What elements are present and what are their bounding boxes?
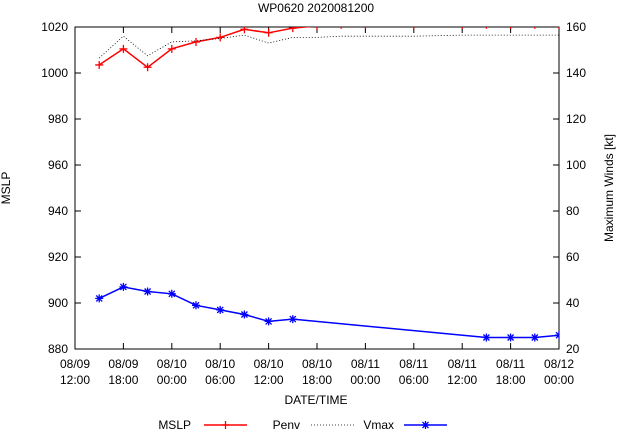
data-point — [482, 333, 491, 342]
series-line — [98, 27, 314, 69]
data-point — [555, 331, 559, 340]
y-right-tick-label: 40 — [566, 296, 580, 310]
data-point — [316, 27, 318, 30]
data-point — [288, 315, 297, 324]
y-right-tick-label: 120 — [566, 112, 586, 126]
y-axis-label-left: MSLP — [0, 172, 13, 205]
series-vmax — [95, 282, 559, 342]
data-point — [192, 301, 200, 310]
y-right-tick-label: 140 — [566, 66, 586, 80]
data-point — [509, 27, 512, 29]
x-tick-label: 06:00 — [205, 373, 235, 387]
x-tick-label: 08/09 — [60, 357, 90, 371]
data-point — [485, 27, 488, 29]
y-left-tick-label: 960 — [48, 158, 68, 172]
y-left-tick-label: 880 — [48, 342, 68, 356]
plot-frame — [74, 26, 560, 350]
y-right-tick-label: 80 — [566, 204, 580, 218]
series-penv — [95, 27, 559, 72]
x-tick-label: 00:00 — [157, 373, 187, 387]
y-right-tick-label: 160 — [566, 20, 586, 34]
data-point — [119, 44, 128, 53]
y-left-tick-label: 940 — [48, 204, 68, 218]
x-tick-label: 08/10 — [205, 357, 235, 371]
x-tick-label: 08/10 — [254, 357, 284, 371]
data-point — [95, 60, 104, 69]
legend-label: Vmax — [363, 418, 394, 432]
x-tick-label: 08/11 — [399, 357, 428, 371]
x-tick-label: 08/11 — [496, 357, 525, 371]
x-tick-labels: 08/09 12:00 08/09 18:00 08/10 00:00 08/10 06:00… — [60, 357, 574, 387]
data-point — [95, 294, 104, 303]
y-left-tick-label: 980 — [48, 112, 68, 126]
data-point — [506, 333, 515, 342]
data-point — [216, 33, 225, 42]
legend-marker — [221, 421, 230, 429]
x-tick-label: 18:00 — [302, 373, 332, 387]
x-tick-label: 00:00 — [350, 373, 380, 387]
chart-title: WP0620 2020081200 — [258, 1, 374, 15]
data-point — [264, 28, 273, 37]
data-point — [288, 27, 297, 33]
legend-label: MSLP — [158, 418, 191, 432]
series-layer — [95, 27, 559, 342]
data-point — [119, 282, 128, 291]
x-tick-label: 18:00 — [108, 373, 138, 387]
x-tick-label: 18:00 — [496, 373, 526, 387]
data-point — [364, 27, 367, 29]
data-point — [240, 27, 249, 34]
x-tick-label: 08/12 — [544, 357, 574, 371]
data-point — [530, 333, 539, 342]
x-tick-label: 12:00 — [60, 373, 90, 387]
data-point — [240, 310, 249, 319]
y-right-tick-label: 60 — [566, 250, 580, 264]
data-point — [340, 27, 342, 29]
x-axis-label: DATE/TIME — [284, 393, 347, 407]
series-dotted — [98, 34, 559, 59]
y-left-tick-label: 1020 — [41, 20, 68, 34]
data-point — [167, 289, 176, 298]
y-right-tick-label: 100 — [566, 158, 586, 172]
y-right-tick-label: 20 — [566, 342, 580, 356]
x-tick-label: 08/11 — [351, 357, 380, 371]
legend: MSLP Penv Vmax — [158, 418, 447, 432]
y-left-tick-labels: 880 900 920 940 960 980 1000 1020 — [41, 20, 68, 356]
x-tick-label: 00:00 — [544, 373, 574, 387]
axis-ticks — [74, 26, 560, 350]
x-tick-label: 06:00 — [399, 373, 429, 387]
series-line — [98, 34, 559, 59]
legend-marker — [421, 421, 430, 429]
data-point — [192, 37, 200, 46]
x-tick-label: 12:00 — [254, 373, 284, 387]
y-axis-label-right: Maximum Winds [kt] — [602, 134, 616, 242]
data-point — [461, 27, 463, 29]
x-tick-label: 08/10 — [157, 357, 187, 371]
data-point — [143, 287, 152, 296]
data-point — [264, 317, 273, 326]
legend-label: Penv — [273, 418, 300, 432]
data-point — [143, 63, 152, 72]
data-point — [534, 27, 536, 29]
data-point — [413, 27, 415, 29]
data-point — [216, 305, 225, 314]
data-point — [167, 44, 176, 53]
x-tick-label: 12:00 — [447, 373, 477, 387]
series-line — [98, 286, 559, 339]
y-left-tick-label: 920 — [48, 250, 68, 264]
x-tick-label: 08/10 — [302, 357, 332, 371]
y-right-tick-labels: 20 40 60 80 100 120 140 160 — [566, 20, 586, 356]
x-tick-label: 08/11 — [448, 357, 477, 371]
y-left-tick-label: 900 — [48, 296, 68, 310]
y-left-tick-label: 1000 — [41, 66, 68, 80]
x-tick-label: 08/09 — [108, 357, 138, 371]
